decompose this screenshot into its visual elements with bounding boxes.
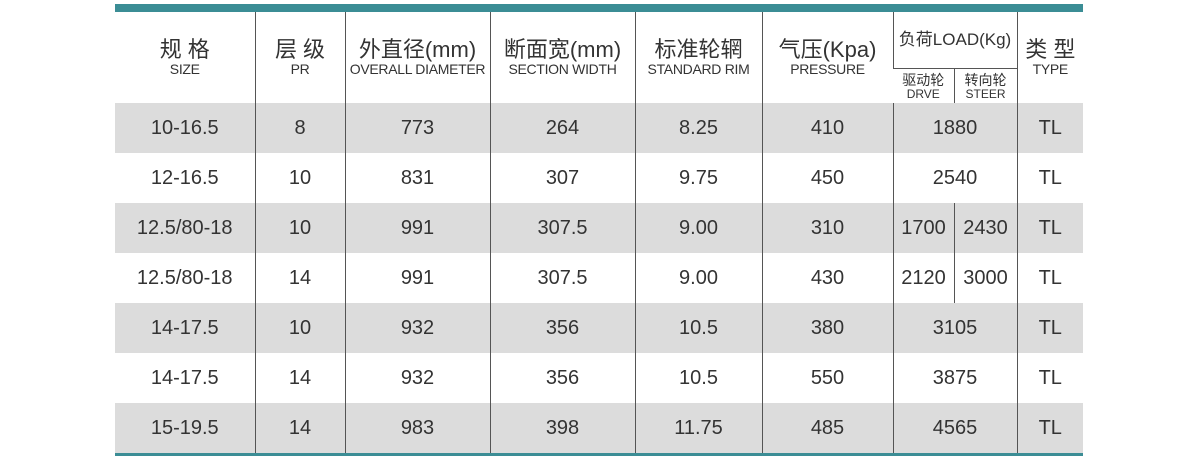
- header-en: PR: [290, 61, 310, 77]
- table-cell: 356: [489, 353, 635, 403]
- column-header: 外直径(mm) OVERALL DIAMETER: [344, 12, 490, 103]
- load-subheader: 驱动轮 DRVE: [893, 69, 954, 104]
- table-cell: 380: [761, 303, 893, 353]
- header-en: TYPE: [1032, 61, 1069, 77]
- table-cell: 307.5: [489, 253, 635, 303]
- spec-table-frame: 规 格 SIZE 层 级 PR 外直径(mm) OVERALL DIAMETER 断面宽(m…: [115, 4, 1084, 456]
- load-cell: 3000: [953, 253, 1018, 303]
- subheader-en: DRVE: [906, 86, 940, 101]
- column-header: 断面宽(mm) SECTION WIDTH: [489, 12, 635, 103]
- table-cell: 307: [489, 153, 635, 203]
- table-cell: 10.5: [634, 353, 762, 403]
- column-header: 层 级 PR: [254, 12, 345, 103]
- load-cell: 4565: [892, 403, 1018, 453]
- load-header: 负荷LOAD(Kg): [892, 12, 1018, 69]
- load-cell: 3875: [892, 353, 1018, 403]
- table-cell: 15-19.5: [115, 403, 255, 453]
- table-cell: TL: [1016, 303, 1084, 353]
- table-cell: 8.25: [634, 103, 762, 153]
- table-body: 10-16.5 8 773 264 8.25 410 1880 TL 12-16.5 10 831 3…: [115, 103, 1084, 453]
- load-subheader: 转向轮 STEER: [953, 68, 1018, 103]
- header-zh: 类 型: [1025, 37, 1076, 62]
- table-cell: 430: [761, 253, 893, 303]
- table-cell: 14: [254, 403, 345, 453]
- load-cell: 2120: [892, 253, 954, 303]
- table-cell: 932: [344, 303, 490, 353]
- table-cell: TL: [1016, 153, 1084, 203]
- table-row: 12.5/80-18 10 991 307.5 9.00 310 1700 2430 TL: [115, 203, 1084, 253]
- table-cell: 410: [761, 103, 893, 153]
- header-en: PRESSURE: [790, 61, 865, 77]
- table-row: 10-16.5 8 773 264 8.25 410 1880 TL: [115, 103, 1084, 153]
- table-cell: 9.00: [634, 203, 762, 253]
- table-cell: 356: [489, 303, 635, 353]
- spec-table: 规 格 SIZE 层 级 PR 外直径(mm) OVERALL DIAMETER 断面宽(m…: [115, 12, 1084, 453]
- table-cell: TL: [1016, 103, 1084, 153]
- column-header: 标准轮辋 STANDARD RIM: [634, 12, 762, 103]
- subheader-zh: 驱动轮: [902, 71, 945, 88]
- table-cell: TL: [1016, 353, 1084, 403]
- header-zh: 外直径(mm): [358, 37, 477, 62]
- header-zh: 标准轮辋: [654, 37, 743, 62]
- table-cell: 932: [344, 353, 490, 403]
- header-zh: 规 格: [159, 37, 210, 62]
- table-cell: 10-16.5: [115, 103, 255, 153]
- table-cell: 12.5/80-18: [115, 203, 255, 253]
- table-cell: 264: [489, 103, 635, 153]
- table-cell: 14: [254, 353, 345, 403]
- table-row: 14-17.5 10 932 356 10.5 380 3105 TL: [115, 303, 1084, 353]
- header-zh: 层 级: [274, 37, 326, 62]
- table-cell: 8: [254, 103, 345, 153]
- table-cell: 398: [489, 403, 635, 453]
- table-cell: 14: [254, 253, 345, 303]
- table-cell: 991: [344, 253, 490, 303]
- table-cell: 14-17.5: [115, 303, 255, 353]
- table-cell: 307.5: [489, 203, 635, 253]
- table-header: 规 格 SIZE 层 级 PR 外直径(mm) OVERALL DIAMETER 断面宽(m…: [115, 12, 1084, 104]
- table-cell: 10: [254, 203, 345, 253]
- table-cell: 310: [761, 203, 893, 253]
- table-cell: 10: [254, 303, 345, 353]
- table-cell: TL: [1016, 403, 1084, 453]
- table-cell: 991: [344, 203, 490, 253]
- column-header: 气压(Kpa) PRESSURE: [761, 12, 893, 103]
- table-cell: 12-16.5: [150, 166, 219, 189]
- table-cell: 11.75: [634, 403, 762, 453]
- load-cell: 1880: [892, 103, 1018, 153]
- table-cell: 9.75: [634, 153, 762, 203]
- load-cell: 2540: [892, 153, 1018, 203]
- header-en: OVERALL DIAMETER: [349, 61, 486, 77]
- table-cell: 10.5: [634, 303, 762, 353]
- header-zh: 气压(Kpa): [778, 37, 877, 62]
- table-row: 15-19.5 14 983 398 11.75 485 4565 TL: [115, 403, 1084, 453]
- table-cell: 550: [761, 353, 893, 403]
- subheader-en: STEER: [965, 86, 1006, 101]
- table-cell: TL: [1016, 253, 1084, 303]
- header-en: STANDARD RIM: [647, 61, 750, 77]
- column-header: 规 格 SIZE: [115, 12, 255, 103]
- header-zh: 断面宽(mm): [503, 37, 622, 62]
- table-cell: 12.5/80-18: [136, 266, 233, 289]
- subheader-zh: 转向轮: [964, 71, 1007, 88]
- header-en: SECTION WIDTH: [508, 61, 617, 77]
- table-cell: 9.00: [634, 253, 762, 303]
- table-cell: 14-17.5: [150, 366, 219, 389]
- header-en: SIZE: [169, 61, 200, 77]
- table-cell: 10: [254, 153, 345, 203]
- load-cell: 2430: [953, 203, 1018, 253]
- table-cell: 983: [344, 403, 490, 453]
- load-cell: 3105: [892, 303, 1018, 353]
- table-cell: 485: [761, 403, 893, 453]
- table-cell: TL: [1016, 203, 1084, 253]
- table-row: 12-16.5 10 831 307 9.75 450 2540 TL: [115, 153, 1084, 203]
- table-row: 14-17.5 14 932 356 10.5 550 3875 TL: [115, 353, 1084, 403]
- column-header: 类 型 TYPE: [1016, 12, 1084, 103]
- table-row: 12.5/80-18 14 991 307.5 9.00 430 2120 3000 TL: [115, 253, 1084, 303]
- load-cell: 1700: [892, 203, 954, 253]
- table-cell: 450: [761, 153, 893, 203]
- table-cell: 773: [344, 103, 490, 153]
- table-cell: 831: [344, 153, 490, 203]
